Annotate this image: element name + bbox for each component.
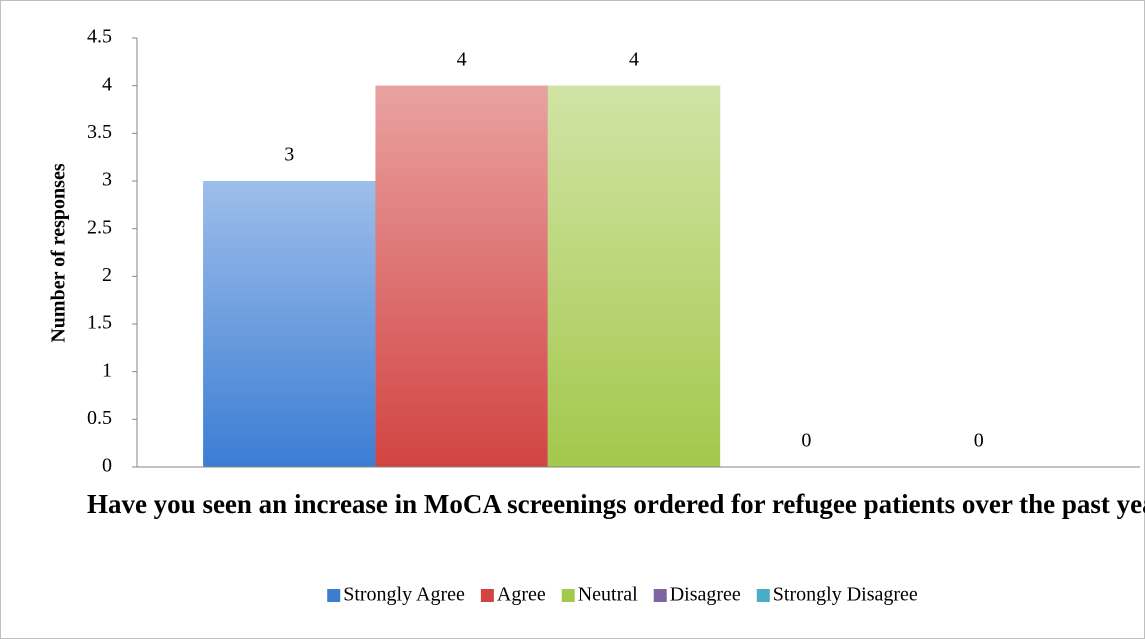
legend-label: Strongly Disagree	[773, 584, 918, 606]
legend-swatch	[756, 589, 770, 602]
data-label: 0	[974, 430, 984, 452]
legend-swatch	[327, 589, 341, 602]
y-tick-label: 2.5	[87, 216, 112, 238]
bar-shine	[203, 181, 376, 467]
legend-swatch	[480, 589, 494, 602]
y-axis-title: Number of responses	[48, 163, 70, 342]
bar-shine	[375, 85, 548, 468]
legend-swatch	[653, 589, 667, 602]
data-label: 3	[284, 144, 294, 166]
y-tick-label: 4.5	[87, 26, 112, 48]
legend-label: Neutral	[578, 584, 638, 606]
y-tick-label: 0	[102, 455, 112, 477]
legend-swatch	[561, 589, 575, 602]
legend-label: Disagree	[670, 584, 741, 606]
y-tick-label: 3	[102, 169, 112, 191]
legend-label: Agree	[497, 584, 546, 606]
data-label: 4	[629, 48, 639, 70]
y-tick-label: 1.5	[87, 312, 112, 334]
y-tick-label: 1	[102, 359, 112, 381]
y-tick-label: 2	[102, 264, 112, 286]
bar-shine	[547, 85, 721, 468]
y-tick-label: 3.5	[87, 121, 112, 143]
data-label: 4	[457, 48, 467, 70]
y-tick-label: 0.5	[87, 407, 112, 429]
y-tick-label: 4	[102, 73, 112, 95]
data-label: 0	[801, 430, 811, 452]
x-axis-title: Have you seen an increase in MoCA screen…	[86, 489, 1145, 519]
legend-label: Strongly Agree	[343, 584, 465, 606]
